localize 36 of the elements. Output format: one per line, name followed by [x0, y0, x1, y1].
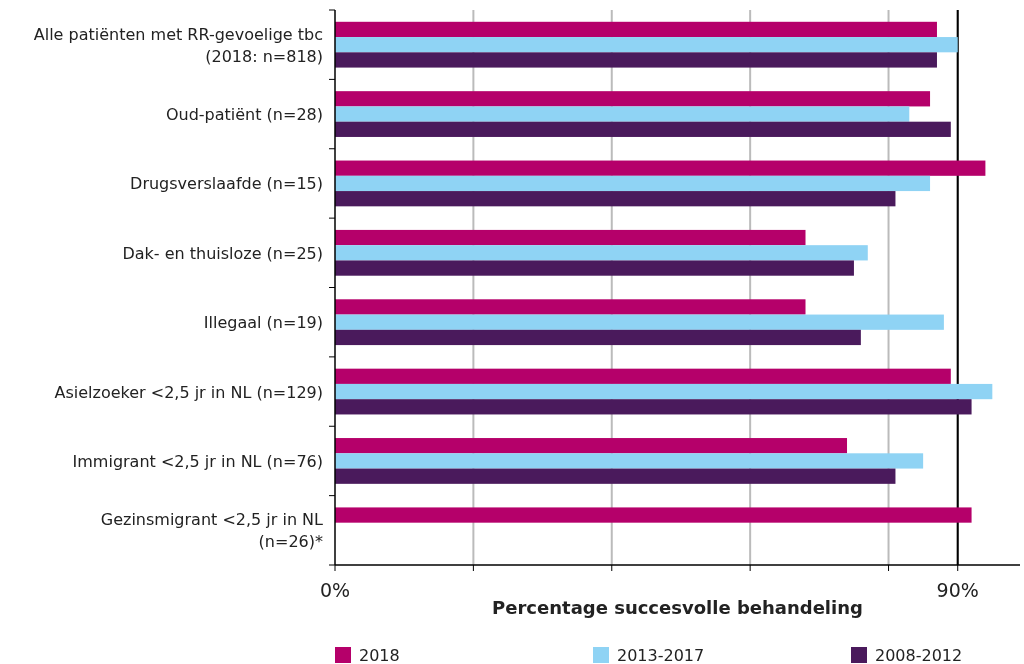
bar — [335, 383, 993, 400]
bar — [335, 91, 931, 107]
bar — [335, 329, 861, 346]
bar — [335, 191, 896, 207]
y-tick-label: Alle patiënten met RR-gevoelige tbc (2018: n=818) — [33, 24, 323, 66]
y-tick-label: Immigrant <2,5 jr in NL (n=76) — [72, 451, 323, 471]
legend-label: 2008-2012 — [875, 646, 963, 664]
bar — [335, 507, 972, 523]
y-tick-label: Dak- en thuisloze (n=25) — [122, 243, 323, 263]
bar — [335, 229, 806, 246]
bar — [335, 106, 910, 122]
bar — [335, 245, 868, 261]
bar — [335, 399, 972, 415]
bar — [335, 160, 986, 176]
bar — [335, 368, 951, 384]
y-tick-label: Asielzoeker <2,5 jr in NL (n=129) — [54, 382, 323, 402]
y-tick-label: Illegaal (n=19) — [203, 313, 323, 333]
bar — [335, 21, 937, 38]
bar — [335, 453, 924, 469]
bar — [335, 175, 931, 192]
bar — [335, 260, 854, 276]
x-tick-label: 0% — [319, 579, 351, 601]
bar — [335, 468, 896, 484]
x-axis-title: Percentage succesvolle behandeling — [492, 597, 863, 618]
bar — [335, 299, 806, 315]
bar — [335, 314, 944, 330]
bar — [335, 121, 951, 137]
legend-label: 2013-2017 — [617, 646, 705, 664]
y-tick-label: Oud-patiënt (n=28) — [165, 105, 323, 125]
y-tick-label: Gezinsmigrant <2,5 jr in NL (n=26)* — [100, 510, 324, 552]
x-tick-label: 90% — [936, 579, 979, 601]
y-tick-label: Drugsverslaafde (n=15) — [130, 174, 323, 194]
bar — [335, 438, 848, 454]
bar — [335, 37, 958, 53]
legend-label: 2018 — [359, 646, 400, 664]
bar — [335, 52, 937, 68]
